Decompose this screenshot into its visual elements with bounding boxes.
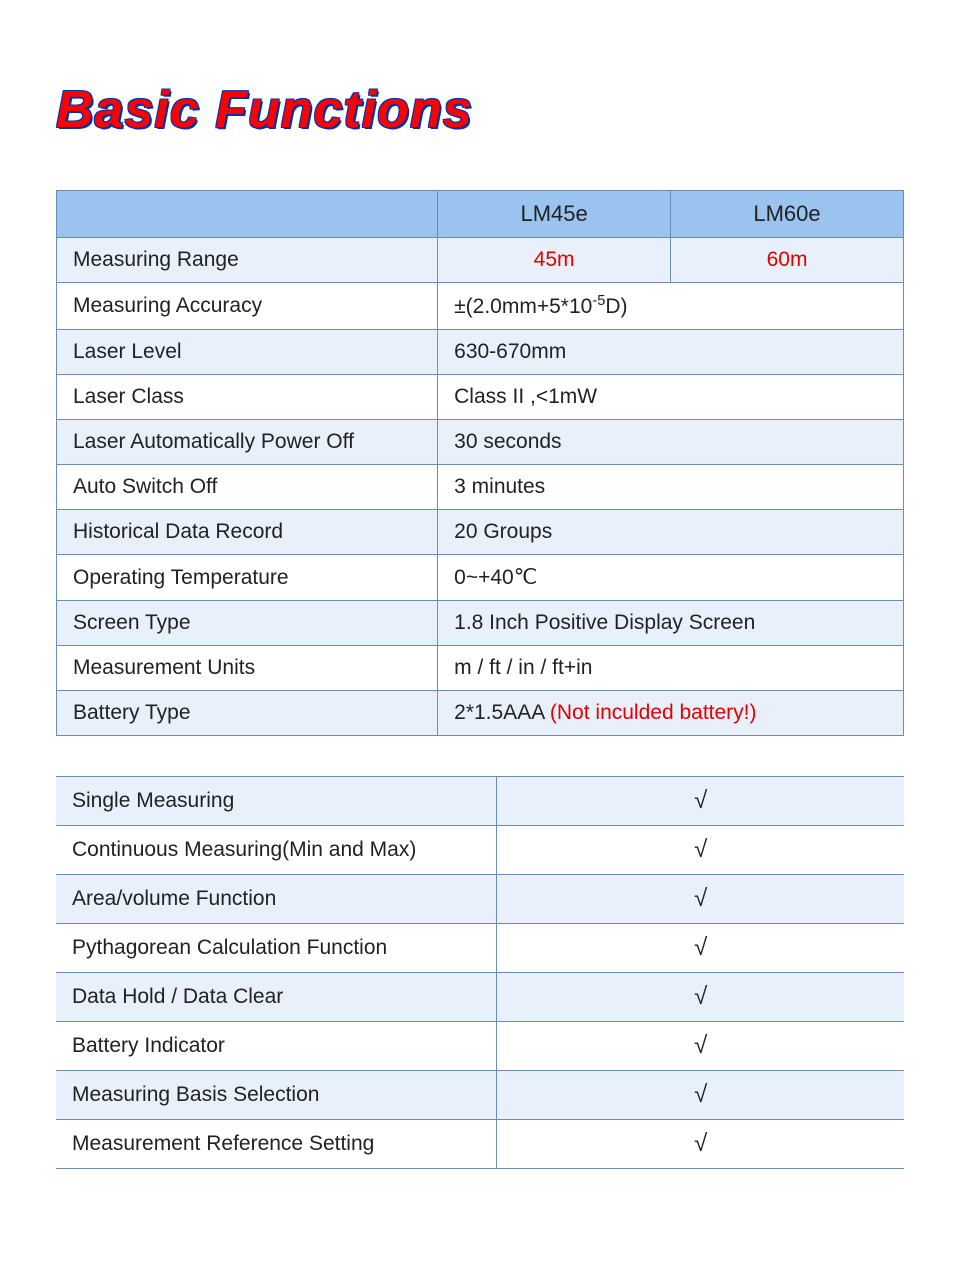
- table-row: Continuous Measuring(Min and Max)√: [56, 826, 904, 875]
- battery-warning: (Not inculded battery!): [550, 701, 757, 724]
- feature-label: Measuring Basis Selection: [56, 1071, 497, 1120]
- table-row: Historical Data Record20 Groups: [57, 510, 904, 555]
- feature-check: √: [497, 924, 904, 973]
- feature-label: Single Measuring: [56, 777, 497, 826]
- spec-label: Historical Data Record: [57, 510, 438, 555]
- spec-value: 20 Groups: [438, 510, 904, 555]
- table-row: Laser Level630-670mm: [57, 330, 904, 375]
- spec-label: Measuring Accuracy: [57, 283, 438, 330]
- spec-label: Laser Class: [57, 375, 438, 420]
- feature-check: √: [497, 973, 904, 1022]
- header-blank: [57, 191, 438, 238]
- spec-value: 30 seconds: [438, 420, 904, 465]
- spec-value: 45m: [438, 238, 671, 283]
- spec-label: Laser Automatically Power Off: [57, 420, 438, 465]
- table-row: Single Measuring√: [56, 777, 904, 826]
- feature-check: √: [497, 777, 904, 826]
- table-row: Measurement Units m / ft / in / ft+in: [57, 646, 904, 691]
- table-row: Measuring Range45m60m: [57, 238, 904, 283]
- spec-value: 630-670mm: [438, 330, 904, 375]
- table-row: Laser Automatically Power Off30 seconds: [57, 420, 904, 465]
- header-model-2: LM60e: [671, 191, 904, 238]
- spec-value: 2*1.5AAA (Not inculded battery!): [438, 691, 904, 736]
- table-row: Measuring Basis Selection√: [56, 1071, 904, 1120]
- spec-value: 3 minutes: [438, 465, 904, 510]
- table-row: Laser ClassClass II ,<1mW: [57, 375, 904, 420]
- feature-check: √: [497, 1071, 904, 1120]
- table-row: Pythagorean Calculation Function√: [56, 924, 904, 973]
- feature-check: √: [497, 1120, 904, 1169]
- table-row: Area/volume Function√: [56, 875, 904, 924]
- page-title: Basic Functions: [56, 80, 904, 140]
- spec-label: Auto Switch Off: [57, 465, 438, 510]
- feature-label: Area/volume Function: [56, 875, 497, 924]
- features-table: Single Measuring√Continuous Measuring(Mi…: [56, 776, 904, 1169]
- spec-value: 0~+40℃: [438, 555, 904, 601]
- table-row: Operating Temperature0~+40℃: [57, 555, 904, 601]
- spec-value: 60m: [671, 238, 904, 283]
- table-row: Battery Indicator√: [56, 1022, 904, 1071]
- spec-label: Measuring Range: [57, 238, 438, 283]
- spec-label: Battery Type: [57, 691, 438, 736]
- feature-check: √: [497, 875, 904, 924]
- table-row: Data Hold / Data Clear√: [56, 973, 904, 1022]
- feature-label: Battery Indicator: [56, 1022, 497, 1071]
- spec-value: Class II ,<1mW: [438, 375, 904, 420]
- feature-label: Measurement Reference Setting: [56, 1120, 497, 1169]
- spec-label: Screen Type: [57, 601, 438, 646]
- feature-label: Data Hold / Data Clear: [56, 973, 497, 1022]
- table-row: Measurement Reference Setting√: [56, 1120, 904, 1169]
- feature-check: √: [497, 1022, 904, 1071]
- table-row: Auto Switch Off3 minutes: [57, 465, 904, 510]
- table-header-row: LM45e LM60e: [57, 191, 904, 238]
- spec-label: Laser Level: [57, 330, 438, 375]
- spec-label: Measurement Units: [57, 646, 438, 691]
- table-row: Measuring Accuracy±(2.0mm+5*10-5D): [57, 283, 904, 330]
- spec-value: 1.8 Inch Positive Display Screen: [438, 601, 904, 646]
- feature-label: Continuous Measuring(Min and Max): [56, 826, 497, 875]
- header-model-1: LM45e: [438, 191, 671, 238]
- specifications-table: LM45e LM60e Measuring Range45m60mMeasuri…: [56, 190, 904, 736]
- spec-value: ±(2.0mm+5*10-5D): [438, 283, 904, 330]
- spec-value: m / ft / in / ft+in: [438, 646, 904, 691]
- table-row: Screen Type1.8 Inch Positive Display Scr…: [57, 601, 904, 646]
- table-row: Battery Type2*1.5AAA (Not inculded batte…: [57, 691, 904, 736]
- spec-label: Operating Temperature: [57, 555, 438, 601]
- feature-check: √: [497, 826, 904, 875]
- feature-label: Pythagorean Calculation Function: [56, 924, 497, 973]
